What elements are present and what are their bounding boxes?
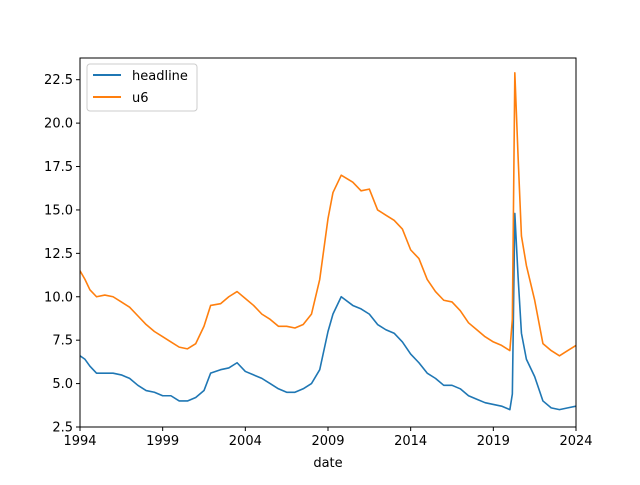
y-tick-label: 22.5 [44, 73, 73, 88]
y-tick-label: 15.0 [44, 203, 73, 218]
y-tick-label: 5.0 [52, 377, 73, 392]
y-tick-label: 17.5 [44, 160, 73, 175]
x-axis-title: date [313, 456, 342, 471]
x-tick-label: 1994 [63, 434, 96, 449]
y-tick-label: 7.5 [52, 334, 73, 349]
x-axis: 1994 1999 2004 2009 2014 2019 2024 [63, 427, 593, 449]
x-tick-label: 2024 [559, 434, 592, 449]
legend: headline u6 [86, 63, 198, 112]
x-tick-label: 1999 [146, 434, 179, 449]
y-tick-label: 2.5 [52, 421, 73, 436]
series-line-headline [80, 212, 576, 411]
legend-label-u6: u6 [132, 91, 149, 106]
x-tick-label: 2009 [311, 434, 344, 449]
x-tick-label: 2019 [477, 434, 510, 449]
y-tick-label: 20.0 [44, 117, 73, 132]
series-layer [80, 71, 576, 411]
y-tick-label: 12.5 [44, 247, 73, 262]
y-axis: 2.5 5.0 7.5 10.0 12.5 15.0 17.5 20.0 22.5 [44, 73, 80, 436]
y-tick-label: 10.0 [44, 290, 73, 305]
x-tick-label: 2014 [394, 434, 427, 449]
legend-label-headline: headline [132, 69, 188, 84]
x-tick-label: 2004 [229, 434, 262, 449]
series-line-u6 [80, 71, 576, 357]
